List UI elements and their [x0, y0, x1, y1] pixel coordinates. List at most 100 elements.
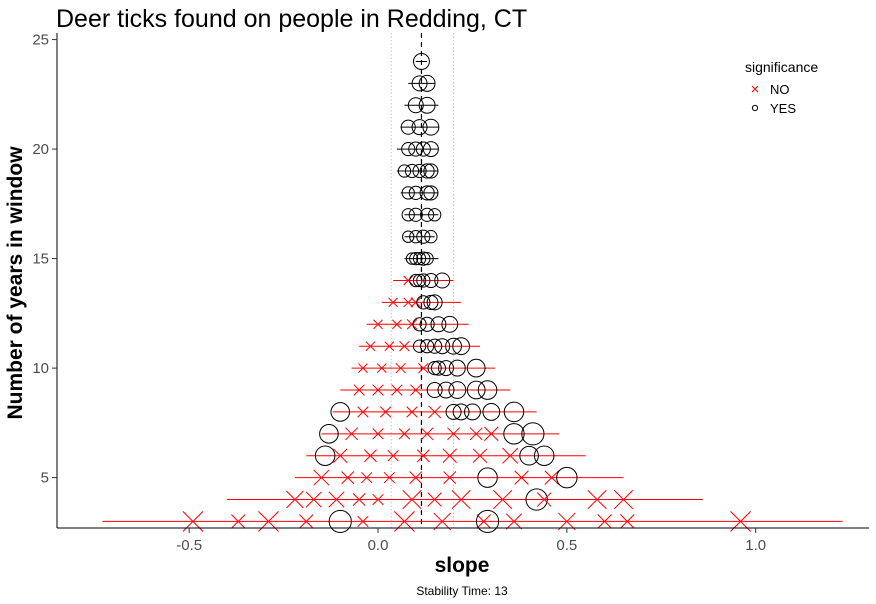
point-significant — [423, 272, 439, 289]
point-significant — [466, 380, 486, 400]
point-significant — [423, 163, 439, 179]
point-not-significant — [587, 489, 607, 510]
legend-title: significance — [745, 59, 818, 75]
point-significant — [448, 359, 466, 377]
point-significant — [401, 141, 416, 157]
point-significant — [415, 141, 431, 157]
point-significant — [426, 294, 443, 311]
point-significant — [452, 337, 471, 356]
point-not-significant — [443, 471, 457, 485]
point-not-significant — [403, 275, 414, 286]
y-tick-label: 5 — [41, 470, 49, 487]
point-not-significant — [361, 471, 373, 484]
point-not-significant — [410, 384, 422, 396]
point-not-significant — [341, 471, 355, 485]
point-significant — [434, 272, 451, 289]
point-not-significant — [353, 384, 365, 396]
point-significant — [426, 382, 443, 399]
point-not-significant — [442, 448, 458, 463]
point-significant — [430, 316, 447, 333]
point-significant — [419, 185, 435, 201]
point-not-significant — [286, 490, 304, 509]
point-not-significant — [352, 493, 366, 507]
point-not-significant — [420, 427, 434, 441]
point-not-significant — [357, 515, 369, 528]
point-not-significant — [376, 363, 387, 374]
point-not-significant — [433, 512, 452, 531]
point-significant — [533, 445, 555, 466]
point-not-significant — [403, 297, 414, 308]
point-not-significant — [392, 319, 402, 330]
point-not-significant — [597, 514, 612, 529]
point-significant — [420, 207, 435, 222]
point-not-significant — [328, 491, 345, 508]
point-significant — [418, 96, 436, 114]
point-significant — [430, 360, 447, 376]
point-not-significant — [373, 319, 383, 330]
error-bars — [102, 60, 843, 522]
point-significant — [477, 467, 498, 488]
point-significant — [416, 295, 431, 310]
point-not-significant — [372, 384, 384, 396]
point-not-significant — [613, 489, 634, 510]
y-tick-label: 15 — [32, 251, 49, 268]
y-tick-label: 10 — [32, 360, 49, 377]
chart-title: Deer ticks found on people in Redding, C… — [56, 5, 527, 33]
point-not-significant — [620, 514, 635, 529]
point-not-significant — [502, 447, 519, 464]
point-significant — [482, 403, 501, 421]
point-significant — [424, 230, 438, 244]
point-significant — [475, 509, 500, 534]
point-not-significant — [469, 427, 483, 441]
point-significant — [400, 119, 416, 135]
point-significant — [503, 423, 525, 445]
point-significant — [441, 315, 459, 333]
point-significant — [330, 402, 351, 422]
y-axis-title: Number of years in window — [4, 146, 27, 420]
point-not-significant — [358, 363, 368, 374]
point-not-significant — [332, 448, 348, 463]
x-tick-label: 0.5 — [556, 537, 577, 554]
point-significant — [416, 251, 431, 266]
point-not-significant — [544, 470, 560, 485]
y-tick-label: 25 — [32, 32, 49, 49]
x-axis-ticks: -0.5 0.0 0.5 1.0 — [176, 528, 766, 554]
point-significant — [525, 488, 548, 511]
point-not-significant — [231, 514, 246, 529]
point-significant — [402, 230, 415, 243]
point-significant — [408, 207, 423, 222]
point-significant — [445, 337, 463, 355]
point-significant — [412, 317, 427, 332]
point-significant — [407, 97, 424, 114]
point-not-significant — [428, 405, 442, 419]
point-significant — [409, 273, 423, 288]
point-not-significant — [476, 514, 492, 529]
legend-circle-symbol — [751, 104, 759, 112]
point-not-significant — [484, 426, 499, 442]
point-not-significant — [406, 406, 418, 418]
point-not-significant — [451, 489, 471, 510]
legend: significance NO YES — [745, 59, 818, 116]
point-significant — [397, 164, 412, 178]
point-not-significant — [298, 514, 314, 529]
point-significant — [416, 273, 431, 288]
point-significant — [416, 229, 431, 244]
point-not-significant — [558, 512, 576, 531]
point-significant — [314, 445, 336, 466]
legend-key-yes — [751, 104, 759, 112]
point-not-significant — [505, 513, 523, 530]
point-significant — [427, 338, 443, 354]
point-not-significant — [493, 489, 513, 510]
point-significant — [420, 339, 435, 354]
x-tick-label: -0.5 — [176, 537, 202, 554]
point-significant — [422, 118, 440, 136]
x-tick-label: 1.0 — [745, 537, 766, 554]
point-not-significant — [357, 406, 369, 418]
point-significant — [411, 119, 428, 136]
x-axis-title: slope — [435, 554, 490, 577]
point-not-significant — [383, 471, 396, 484]
point-significant — [434, 338, 451, 355]
point-significant — [412, 339, 427, 353]
legend-key-no — [751, 85, 759, 93]
